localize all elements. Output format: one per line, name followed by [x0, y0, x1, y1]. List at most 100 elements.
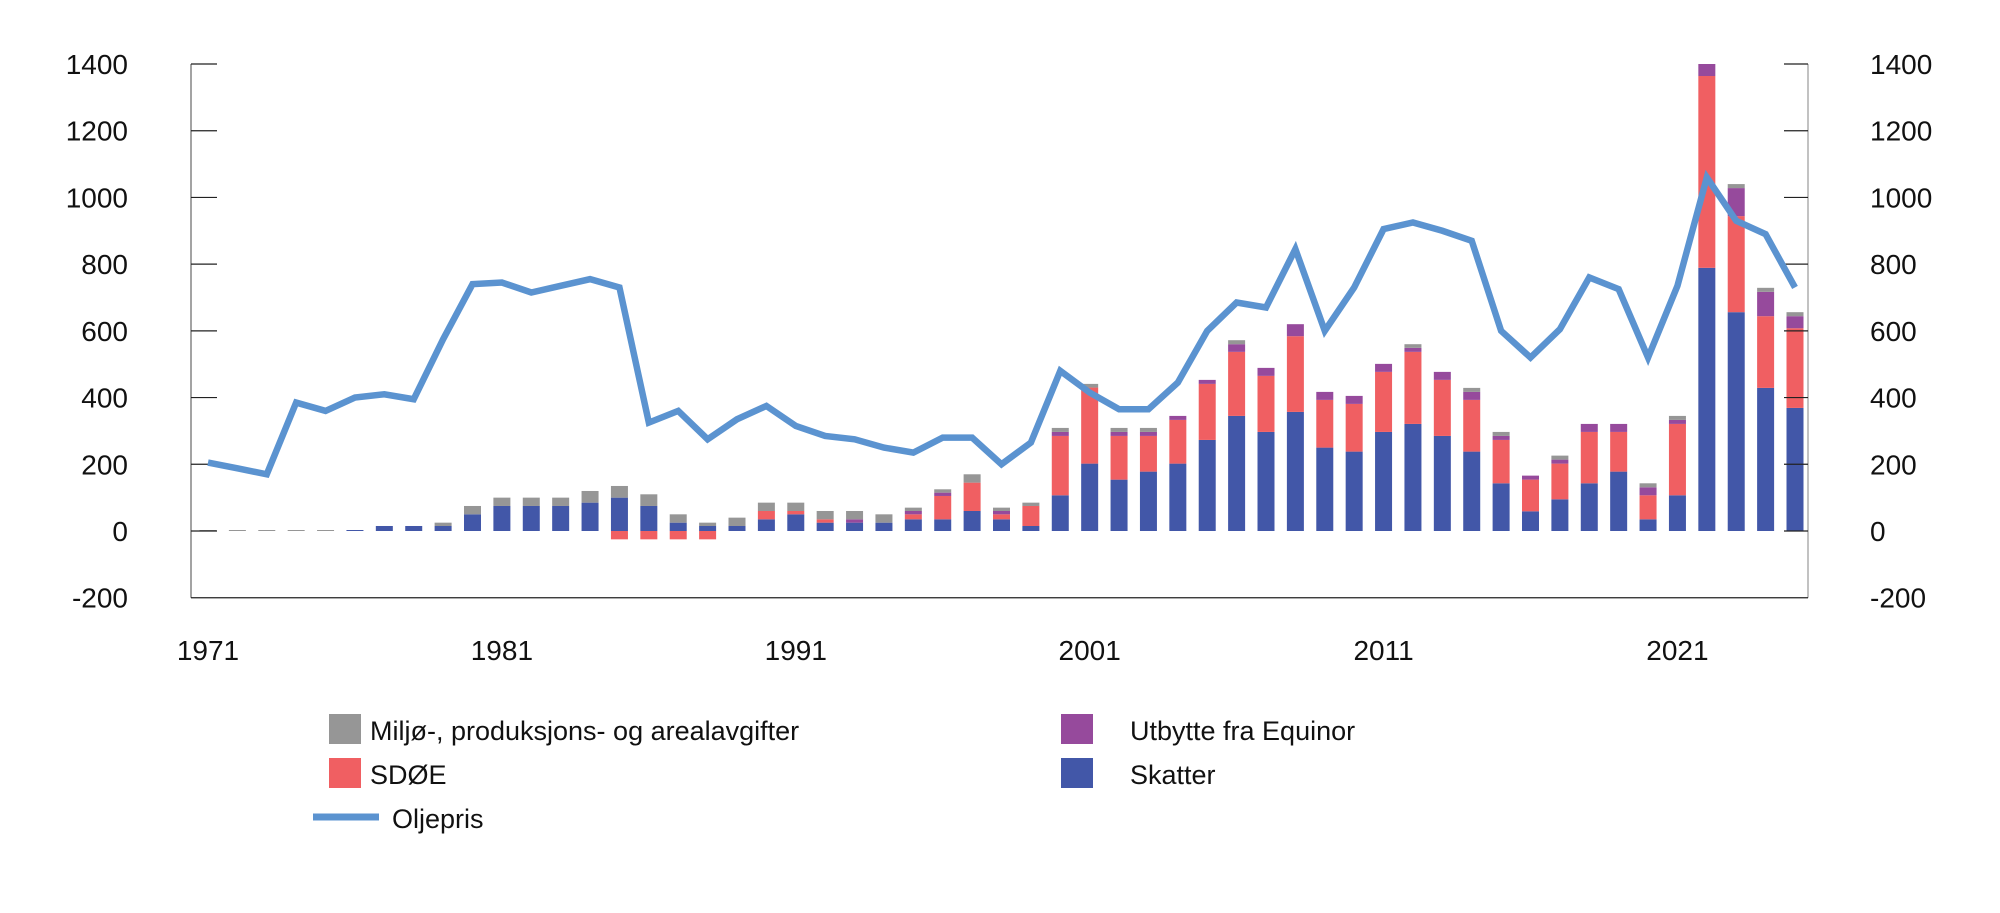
bar-utbytte-2021 — [1669, 420, 1686, 424]
right-tick-label: 1200 — [1870, 116, 1932, 147]
bar-sdøe-2017 — [1551, 464, 1568, 500]
bar-skatter-1999 — [1022, 526, 1039, 531]
bar-miljø-1982 — [523, 498, 540, 506]
bar-utbytte-2025 — [1787, 316, 1804, 328]
bar-skatter-2010 — [1346, 452, 1363, 531]
right-tick-label: 1000 — [1870, 182, 1932, 213]
bar-sdøe-2016 — [1522, 480, 1539, 512]
bar-skatter-1995 — [905, 519, 922, 531]
right-tick-label: 400 — [1870, 383, 1917, 414]
legend-label-utbytte: Utbytte fra Equinor — [1130, 716, 1355, 746]
bar-miljø-1994 — [875, 514, 892, 522]
bar-utbytte-2007 — [1258, 368, 1275, 376]
bar-miljø-2002 — [1111, 428, 1128, 432]
bar-skatter-2014 — [1463, 452, 1480, 531]
bar-sdøe-1985 — [611, 531, 628, 539]
bar-miljø-2024 — [1757, 288, 1774, 292]
bar-sdøe-2005 — [1199, 384, 1216, 440]
bar-utbytte-2011 — [1375, 364, 1392, 372]
bar-sdøe-2009 — [1316, 400, 1333, 448]
bar-miljø-2021 — [1669, 416, 1686, 420]
bar-miljø-1973 — [258, 530, 275, 531]
bar-sdøe-2003 — [1140, 436, 1157, 472]
bar-skatter-2001 — [1081, 464, 1098, 531]
right-tick-label: -200 — [1870, 583, 1926, 614]
bar-miljø-1983 — [552, 498, 569, 506]
bar-sdøe-2000 — [1052, 436, 1069, 495]
bar-sdøe-2024 — [1757, 316, 1774, 388]
bar-utbytte-1996 — [934, 493, 951, 496]
bar-skatter-2013 — [1434, 436, 1451, 531]
line-oljepris — [208, 177, 1795, 474]
bar-skatter-2003 — [1140, 472, 1157, 531]
bar-utbytte-2009 — [1316, 392, 1333, 400]
bar-sdøe-2012 — [1404, 352, 1421, 424]
bar-skatter-2000 — [1052, 495, 1069, 531]
bar-skatter-2011 — [1375, 432, 1392, 531]
bar-skatter-2019 — [1610, 472, 1627, 531]
bar-utbytte-2020 — [1640, 487, 1657, 495]
legend-swatch-skatter — [1061, 758, 1093, 788]
left-tick-label: 1400 — [66, 49, 128, 80]
bar-utbytte-2018 — [1581, 424, 1598, 432]
bar-sdøe-2011 — [1375, 372, 1392, 432]
bar-skatter-1989 — [729, 526, 746, 531]
bar-miljø-1988 — [699, 523, 716, 526]
bar-utbytte-2022 — [1698, 64, 1715, 76]
bar-utbytte-2000 — [1052, 432, 1069, 436]
bar-utbytte-2008 — [1287, 324, 1304, 336]
bar-miljø-1998 — [993, 508, 1010, 511]
bar-skatter-2020 — [1640, 519, 1657, 531]
x-tick-label: 2001 — [1059, 635, 1121, 666]
bar-skatter-2025 — [1787, 408, 1804, 531]
bar-sdøe-1988 — [699, 531, 716, 539]
legend-swatch-utbytte — [1061, 714, 1093, 744]
bar-miljø-2012 — [1404, 344, 1421, 348]
bar-miljø-2017 — [1551, 456, 1568, 460]
bar-skatter-1980 — [464, 514, 481, 531]
bar-sdøe-1996 — [934, 496, 951, 519]
bar-utbytte-2014 — [1463, 392, 1480, 400]
bar-skatter-2017 — [1551, 499, 1568, 531]
bar-sdøe-1986 — [640, 531, 657, 539]
bar-miljø-1980 — [464, 506, 481, 514]
bar-sdøe-1998 — [993, 514, 1010, 519]
bar-sdøe-1995 — [905, 514, 922, 519]
left-tick-label: 400 — [81, 383, 128, 414]
bar-sdøe-2025 — [1787, 328, 1804, 408]
bar-utbytte-2024 — [1757, 292, 1774, 316]
bar-utbytte-2004 — [1169, 416, 1186, 420]
bar-utbytte-2015 — [1493, 436, 1510, 440]
x-tick-label: 1971 — [177, 635, 239, 666]
right-tick-label: 200 — [1870, 449, 1917, 480]
bar-skatter-2015 — [1493, 483, 1510, 531]
bar-utbytte-1993 — [846, 519, 863, 522]
legend: Miljø-, produksjons- og arealavgifter Ut… — [313, 714, 1355, 834]
x-tick-label: 1991 — [765, 635, 827, 666]
bar-skatter-2009 — [1316, 448, 1333, 531]
bar-skatter-1991 — [787, 514, 804, 531]
bar-skatter-1983 — [552, 506, 569, 531]
bar-sdøe-2014 — [1463, 400, 1480, 452]
bar-sdøe-2006 — [1228, 352, 1245, 416]
bar-sdøe-2015 — [1493, 440, 1510, 483]
bar-skatter-2007 — [1258, 432, 1275, 531]
bar-sdøe-2004 — [1169, 420, 1186, 464]
bar-miljø-2014 — [1463, 388, 1480, 392]
bar-skatter-2018 — [1581, 483, 1598, 531]
right-tick-label: 1400 — [1870, 49, 1932, 80]
bar-sdøe-2013 — [1434, 380, 1451, 436]
bar-miljø-1974 — [288, 530, 305, 531]
bar-skatter-1988 — [699, 526, 716, 531]
bar-utbytte-2019 — [1610, 424, 1627, 432]
bar-miljø-1987 — [670, 514, 687, 522]
bar-utbytte-2012 — [1404, 348, 1421, 352]
bar-skatter-2023 — [1728, 312, 1745, 531]
bar-sdøe-2010 — [1346, 404, 1363, 452]
bar-utbytte-2005 — [1199, 380, 1216, 384]
x-tick-label: 2021 — [1646, 635, 1708, 666]
bar-miljø-1981 — [493, 498, 510, 506]
bar-miljø-1995 — [905, 508, 922, 511]
